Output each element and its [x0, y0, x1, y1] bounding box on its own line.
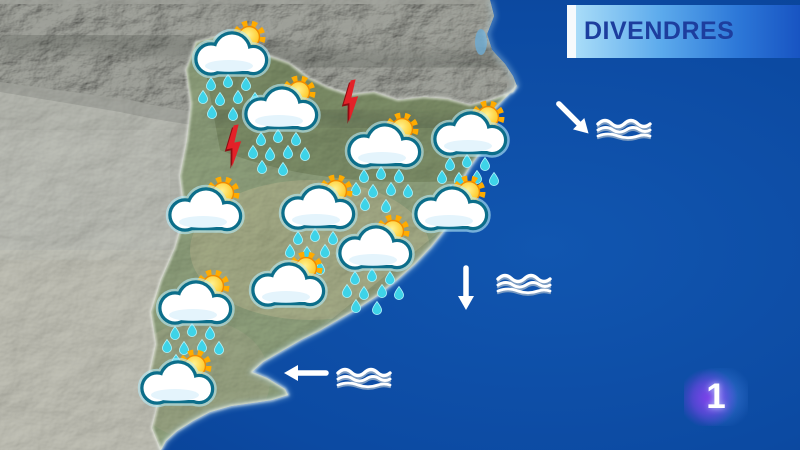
channel-number: 1: [706, 377, 726, 416]
day-banner: DIVENDRES: [567, 5, 800, 58]
day-label: DIVENDRES: [576, 5, 800, 58]
banner-accent-bar: [567, 5, 576, 58]
channel-badge: 1: [684, 368, 748, 426]
lake: [475, 29, 487, 55]
